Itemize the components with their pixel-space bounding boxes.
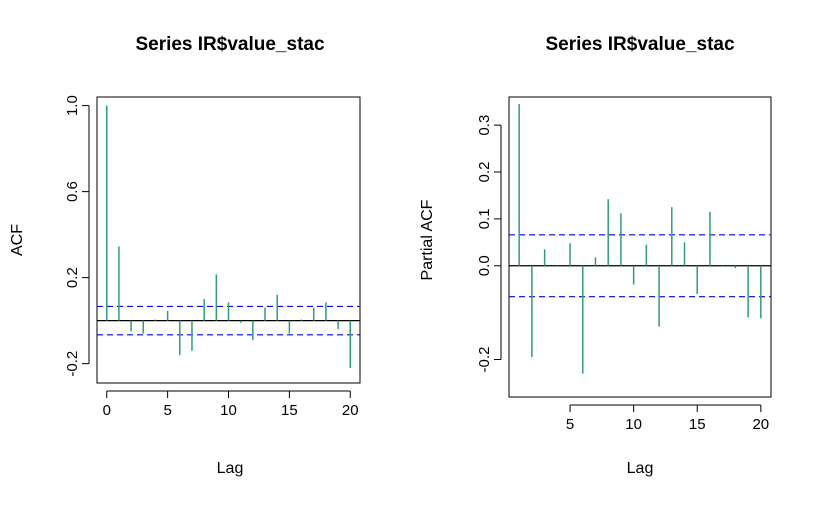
y-tick-label: 0.1 bbox=[476, 208, 493, 229]
y-axis-label: Partial ACF bbox=[419, 199, 436, 280]
x-tick-label: 20 bbox=[342, 402, 359, 419]
x-tick-label: 10 bbox=[220, 402, 237, 419]
y-tick-label: 0.6 bbox=[64, 181, 81, 202]
x-tick-label: 10 bbox=[625, 416, 642, 433]
y-tick-label: 1.0 bbox=[64, 95, 81, 116]
plot-frame bbox=[508, 96, 772, 398]
chart-title: Series IR$value_stac bbox=[135, 34, 325, 55]
x-tick-label: 20 bbox=[752, 416, 769, 433]
y-tick-label: -0.2 bbox=[476, 347, 493, 373]
y-tick-label: 0.3 bbox=[476, 115, 493, 136]
chart-title: Series IR$value_stac bbox=[545, 34, 735, 55]
x-tick-label: 5 bbox=[163, 402, 171, 419]
y-tick-label: 0.2 bbox=[476, 162, 493, 183]
pacf-panel: Series IR$value_stac 5 10 15 20 -0.2 0.0 0.1 0.2… bbox=[419, 34, 772, 477]
y-axis-label: ACF bbox=[9, 224, 26, 256]
y-tick-label: 0.0 bbox=[476, 255, 493, 276]
x-tick-label: 5 bbox=[566, 416, 574, 433]
x-tick-label: 15 bbox=[689, 416, 706, 433]
acf-panel: Series IR$value_stac 0 5 10 15 20 -0.2 0.2 0.6 1.… bbox=[9, 34, 361, 477]
x-tick-label: 0 bbox=[103, 402, 111, 419]
y-tick-label: 0.2 bbox=[64, 267, 81, 288]
y-tick-label: -0.2 bbox=[64, 351, 81, 377]
x-axis-label: Lag bbox=[627, 460, 654, 477]
plot-frame bbox=[96, 96, 361, 384]
x-axis-label: Lag bbox=[217, 460, 244, 477]
x-tick-label: 15 bbox=[281, 402, 298, 419]
